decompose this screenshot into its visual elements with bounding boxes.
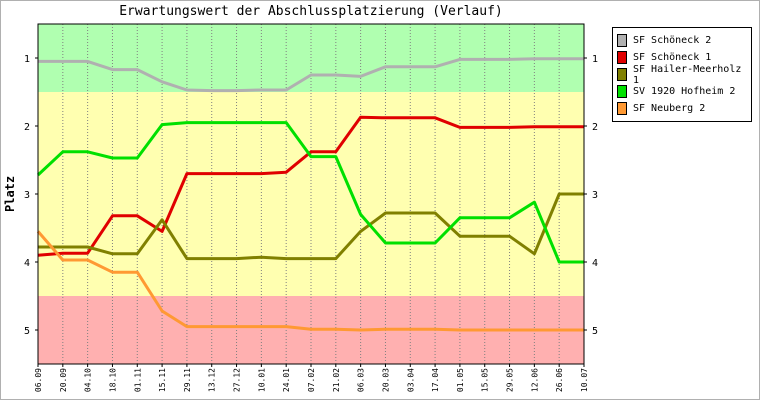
- legend-label-sv-1920-hofheim-2: SV 1920 Hofheim 2: [633, 86, 736, 97]
- y-tick-label-left-1: 1: [24, 54, 30, 65]
- legend-item-sv-1920-hofheim-2: SV 1920 Hofheim 2: [617, 83, 747, 100]
- legend-swatch-sf-hailer-meerholz-1: [617, 68, 627, 81]
- x-tick-label-29.05: 29.05: [506, 368, 515, 392]
- series-line-sf-neuberg-2: [36, 230, 584, 332]
- x-tick-label-06.09: 06.09: [34, 368, 43, 392]
- legend: SF Schöneck 2 SF Schöneck 1 SF Hailer-Meer…: [612, 27, 752, 122]
- series-line-sf-sch-neck-1: [37, 115, 584, 257]
- x-tick-label-03.04: 03.04: [406, 368, 415, 392]
- y-tick-label-right-2: 2: [592, 122, 598, 133]
- axes: [35, 23, 587, 367]
- legend-label-sf-sch-neck-1: SF Schöneck 1: [633, 52, 712, 63]
- x-tick-label-21.02: 21.02: [332, 368, 341, 392]
- y-tick-label-right-3: 3: [592, 190, 598, 201]
- y-tick-label-right-5: 5: [592, 326, 598, 337]
- x-tick-label-01.05: 01.05: [456, 368, 465, 392]
- y-tick-label-left-2: 2: [24, 122, 30, 133]
- legend-item-sf-sch-neck-1: SF Schöneck 1: [617, 49, 747, 66]
- x-tick-label-10.01: 10.01: [257, 368, 266, 392]
- legend-item-sf-hailer-meerholz-1: SF Hailer-Meerholz 1: [617, 63, 747, 86]
- y-tick-label-left-4: 4: [24, 258, 30, 269]
- x-tick-label-26.06: 26.06: [555, 368, 564, 392]
- x-tick-label-18.10: 18.10: [108, 368, 117, 392]
- x-tick-label-20.03: 20.03: [381, 368, 390, 392]
- series-lines: [36, 57, 584, 332]
- chart-title: Erwartungswert der Abschlussplatzierung …: [119, 4, 503, 19]
- series-line-sf-sch-neck-2: [38, 57, 584, 93]
- x-tick-label-17.04: 17.04: [431, 368, 440, 392]
- legend-swatch-sf-neuberg-2: [617, 102, 627, 115]
- y-tick-label-left-5: 5: [24, 326, 30, 337]
- x-tick-label-12.06: 12.06: [530, 368, 539, 392]
- x-tick-label-10.07: 10.07: [580, 368, 589, 392]
- y-tick-label-right-1: 1: [592, 54, 598, 65]
- x-tick-labels: 06.09 20.09 04.10 18.10 01.11 15.11 29.11 13.12…: [34, 368, 589, 392]
- legend-label-sf-sch-neck-2: SF Schöneck 2: [633, 35, 712, 46]
- x-tick-label-13.12: 13.12: [208, 368, 217, 392]
- x-tick-label-24.01: 24.01: [282, 368, 291, 392]
- x-tick-label-04.10: 04.10: [84, 368, 93, 392]
- legend-label-sf-neuberg-2: SF Neuberg 2: [633, 103, 706, 114]
- x-tick-label-20.09: 20.09: [59, 368, 68, 392]
- series-line-sv-1920-hofheim-2: [36, 121, 584, 264]
- legend-label-sf-hailer-meerholz-1: SF Hailer-Meerholz 1: [633, 63, 742, 86]
- legend-swatch-sf-sch-neck-1: [617, 51, 627, 64]
- x-tick-label-29.11: 29.11: [183, 368, 192, 392]
- band-1: [38, 92, 584, 296]
- y-tick-label-right-4: 4: [592, 258, 598, 269]
- y-tick-labels-left: 1 2 3 4 5: [24, 54, 30, 337]
- x-tick-label-06.03: 06.03: [357, 368, 366, 392]
- legend-swatch-sv-1920-hofheim-2: [617, 85, 627, 98]
- x-tick-label-15.11: 15.11: [158, 368, 167, 392]
- y-tick-labels-right: 1 2 3 4 5: [592, 54, 598, 337]
- x-tick-label-01.11: 01.11: [133, 368, 142, 392]
- x-tick-label-07.02: 07.02: [307, 368, 316, 392]
- series-line-sf-hailer-meerholz-1: [38, 192, 584, 261]
- legend-swatch-sf-sch-neck-2: [617, 34, 627, 47]
- y-tick-label-left-3: 3: [24, 190, 30, 201]
- legend-item-sf-neuberg-2: SF Neuberg 2: [617, 100, 747, 117]
- legend-item-sf-sch-neck-2: SF Schöneck 2: [617, 32, 747, 49]
- x-tick-label-15.05: 15.05: [481, 368, 490, 392]
- x-tick-label-27.12: 27.12: [233, 368, 242, 392]
